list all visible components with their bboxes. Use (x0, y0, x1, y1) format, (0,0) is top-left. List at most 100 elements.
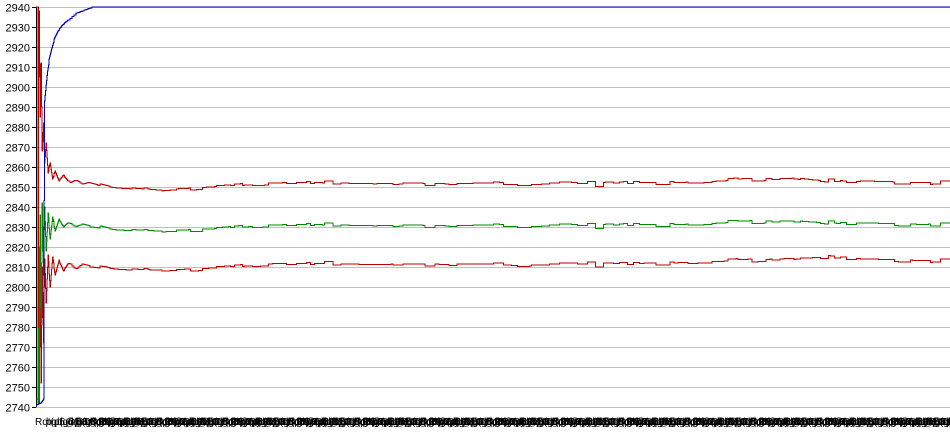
x-tick-label: tqb(g6@B3:4d) (332, 417, 400, 428)
x-tick-label: Rqt(p5@B3:0d) (497, 417, 567, 428)
x-tick-label: dqd(p5@R9:3p) (123, 417, 194, 428)
series-red-upper-line (36, 6, 950, 328)
x-tick-label: bqd(g6@B8:0t) (552, 417, 620, 428)
x-tick-label: pqt(p5@D6:2b) (541, 417, 610, 428)
y-tick-label: 2870 (6, 143, 30, 155)
y-tick-label: 2930 (6, 23, 30, 35)
x-tick-label: tqb(g6@B3:4d) (530, 417, 598, 428)
x-tick-label: tqb(g6@B3:4d) (794, 417, 862, 428)
y-tick-label: 2800 (6, 283, 30, 295)
x-tick-label: bqd(g6@B8:0t) (156, 417, 224, 428)
x-tick-label: pqt(p5@D6:2b) (343, 417, 412, 428)
x-tick-label: bql(g6@D8:1t) (904, 417, 950, 428)
y-tick-label: 2770 (6, 343, 30, 355)
x-tick-label: bqd(g6@B8:0t) (882, 417, 950, 428)
x-tick-label: Rqt(p5@B3:0d) (431, 417, 501, 428)
y-tick-label: 2790 (6, 303, 30, 315)
x-tick-label: Rqt(p5@B3:0d) (827, 417, 897, 428)
y-tick-label: 2890 (6, 103, 30, 115)
x-tick-label: Rqt(p5@B3:0d) (695, 417, 765, 428)
series-green-line-group (36, 174, 950, 405)
series-red-lower-line (36, 254, 950, 405)
x-tick-label: pqt(p5@D6:2b) (475, 417, 544, 428)
y-gridlines (36, 7, 950, 408)
x-tick-label: pqt(p5@D6:2b) (409, 417, 478, 428)
x-tick-label: bqd(g6@B8:0t) (90, 417, 158, 428)
x-tick-label: bqd(g6@B8:0t) (816, 417, 884, 428)
x-tick-label: Rqt(p5@B3:0d) (893, 417, 950, 428)
x-tick-label: tqb(g6@B3:4d) (200, 417, 268, 428)
x-tick-label: bql(g6@D8:1t) (508, 417, 573, 428)
x-tick-label: bql(g6@D8:1t) (706, 417, 771, 428)
y-tick-label: 2860 (6, 163, 30, 175)
x-tick-label: tqb(g6@B3:4d) (68, 417, 136, 428)
x-tick-label: tqb(g6@B3:4d) (134, 417, 202, 428)
x-tick-label: dqd(p5@R9:3p) (783, 417, 854, 428)
x-tick-label: dqd(p5@R9:3p) (717, 417, 788, 428)
y-tick-label: 2760 (6, 363, 30, 375)
y-tick-label: 2910 (6, 63, 30, 75)
x-tick-label: dqd(p5@R9:3p) (57, 417, 128, 428)
x-tick-label: bqd(g6@B8:0t) (420, 417, 488, 428)
x-tick-label: tqb(g6@B3:4d) (398, 417, 466, 428)
x-tick-label: dqd(p5@R9:3p) (849, 417, 920, 428)
x-tick-label: pqt(p5@D6:2b) (871, 417, 940, 428)
x-tick-label: dqd(p5@R9:3p) (255, 417, 326, 428)
x-tick-label: pqt(p5@D6:2b) (805, 417, 874, 428)
x-tick-label: bql(g6@D8:1t) (112, 417, 177, 428)
x-tick-label: pqt(p5@D6:2b) (211, 417, 280, 428)
x-tick-label: bql(g6@D8:1t) (442, 417, 507, 428)
x-tick-label: bql(g6@D8:1t) (46, 417, 111, 428)
x-tick-label: bqd(g6@B8:0t) (354, 417, 422, 428)
x-tick-label: bqd(g6@B8:0t) (486, 417, 554, 428)
x-tick-label: bqd(g6@B8:0t) (618, 417, 686, 428)
y-tick-label: 2820 (6, 243, 30, 255)
series-red-lower-line-group (36, 254, 950, 405)
x-tick-label: bqd(g6@B8:0t) (288, 417, 356, 428)
x-tick-label: bqd(g6@B8:0t) (750, 417, 818, 428)
x-tick-label: bql(g6@D8:1t) (838, 417, 903, 428)
x-tick-label: bqd(g6@B8:0t) (222, 417, 290, 428)
x-label-band: Rqt(p5@B3:0d)bql(g6@D8:1t)dqd(p5@R9:3p)t… (35, 417, 950, 428)
x-tick-label: dqd(p5@R9:3p) (915, 417, 950, 428)
x-tick-label: bql(g6@D8:1t) (376, 417, 441, 428)
y-tick-label: 2940 (6, 3, 30, 15)
x-tick-label: bql(g6@D8:1t) (244, 417, 309, 428)
x-tick-label: bql(g6@D8:1t) (640, 417, 705, 428)
x-tick-label: pqt(p5@D6:2b) (937, 417, 950, 428)
y-tick-labels: 2940 2930 2920 2910 2900 2890 2880 2870 2860 2850… (6, 3, 30, 415)
x-tick-label: dqd(p5@R9:3p) (453, 417, 524, 428)
x-tick-label: pqt(p5@D6:2b) (673, 417, 742, 428)
x-tick-label: Rqt(p5@B3:0d) (101, 417, 171, 428)
x-tick-label: dqd(p5@R9:3p) (321, 417, 392, 428)
x-tick-label: bql(g6@D8:1t) (310, 417, 375, 428)
series-blue-line-group (36, 6, 950, 406)
x-tick-label: tqb(g6@B3:4d) (266, 417, 334, 428)
x-tick-label: Rqt(p5@B3:0d) (365, 417, 435, 428)
x-tick-label: dqd(p5@R9:3p) (651, 417, 722, 428)
x-tick-label: dqd(p5@R9:3p) (519, 417, 590, 428)
series-red-upper-line-group (36, 6, 950, 328)
y-tick-label: 2810 (6, 263, 30, 275)
x-tick-label: dqd(p5@R9:3p) (585, 417, 656, 428)
y-tick-label: 2900 (6, 83, 30, 95)
y-tick-label: 2740 (6, 403, 30, 415)
x-tick-label: pqt(p5@D6:2b) (739, 417, 808, 428)
y-tick-label: 2840 (6, 203, 30, 215)
y-axis (32, 7, 37, 408)
x-tick-label: tqb(g6@B3:4d) (926, 417, 950, 428)
x-tick-label: pqt(p5@D6:2b) (145, 417, 214, 428)
x-tick-label: Rqt(p5@B3:0d) (563, 417, 633, 428)
x-tick-label: pqt(p5@D6:2b) (607, 417, 676, 428)
y-tick-label: 2920 (6, 43, 30, 55)
x-tick-label: bqd(g6@B8:0t) (684, 417, 752, 428)
x-tick-label: tqb(g6@B3:4d) (464, 417, 532, 428)
x-tick-label: Rqt(p5@B3:0d) (167, 417, 237, 428)
x-tick-label: dqd(p5@R9:3p) (387, 417, 458, 428)
x-tick-label: Rqt(p5@B3:0d) (629, 417, 699, 428)
x-tick-label: bql(g6@D8:1t) (574, 417, 639, 428)
x-tick-label: pqt(p5@D6:2b) (79, 417, 148, 428)
x-tick-label: Rqt(p5@B3:0d) (35, 417, 105, 428)
